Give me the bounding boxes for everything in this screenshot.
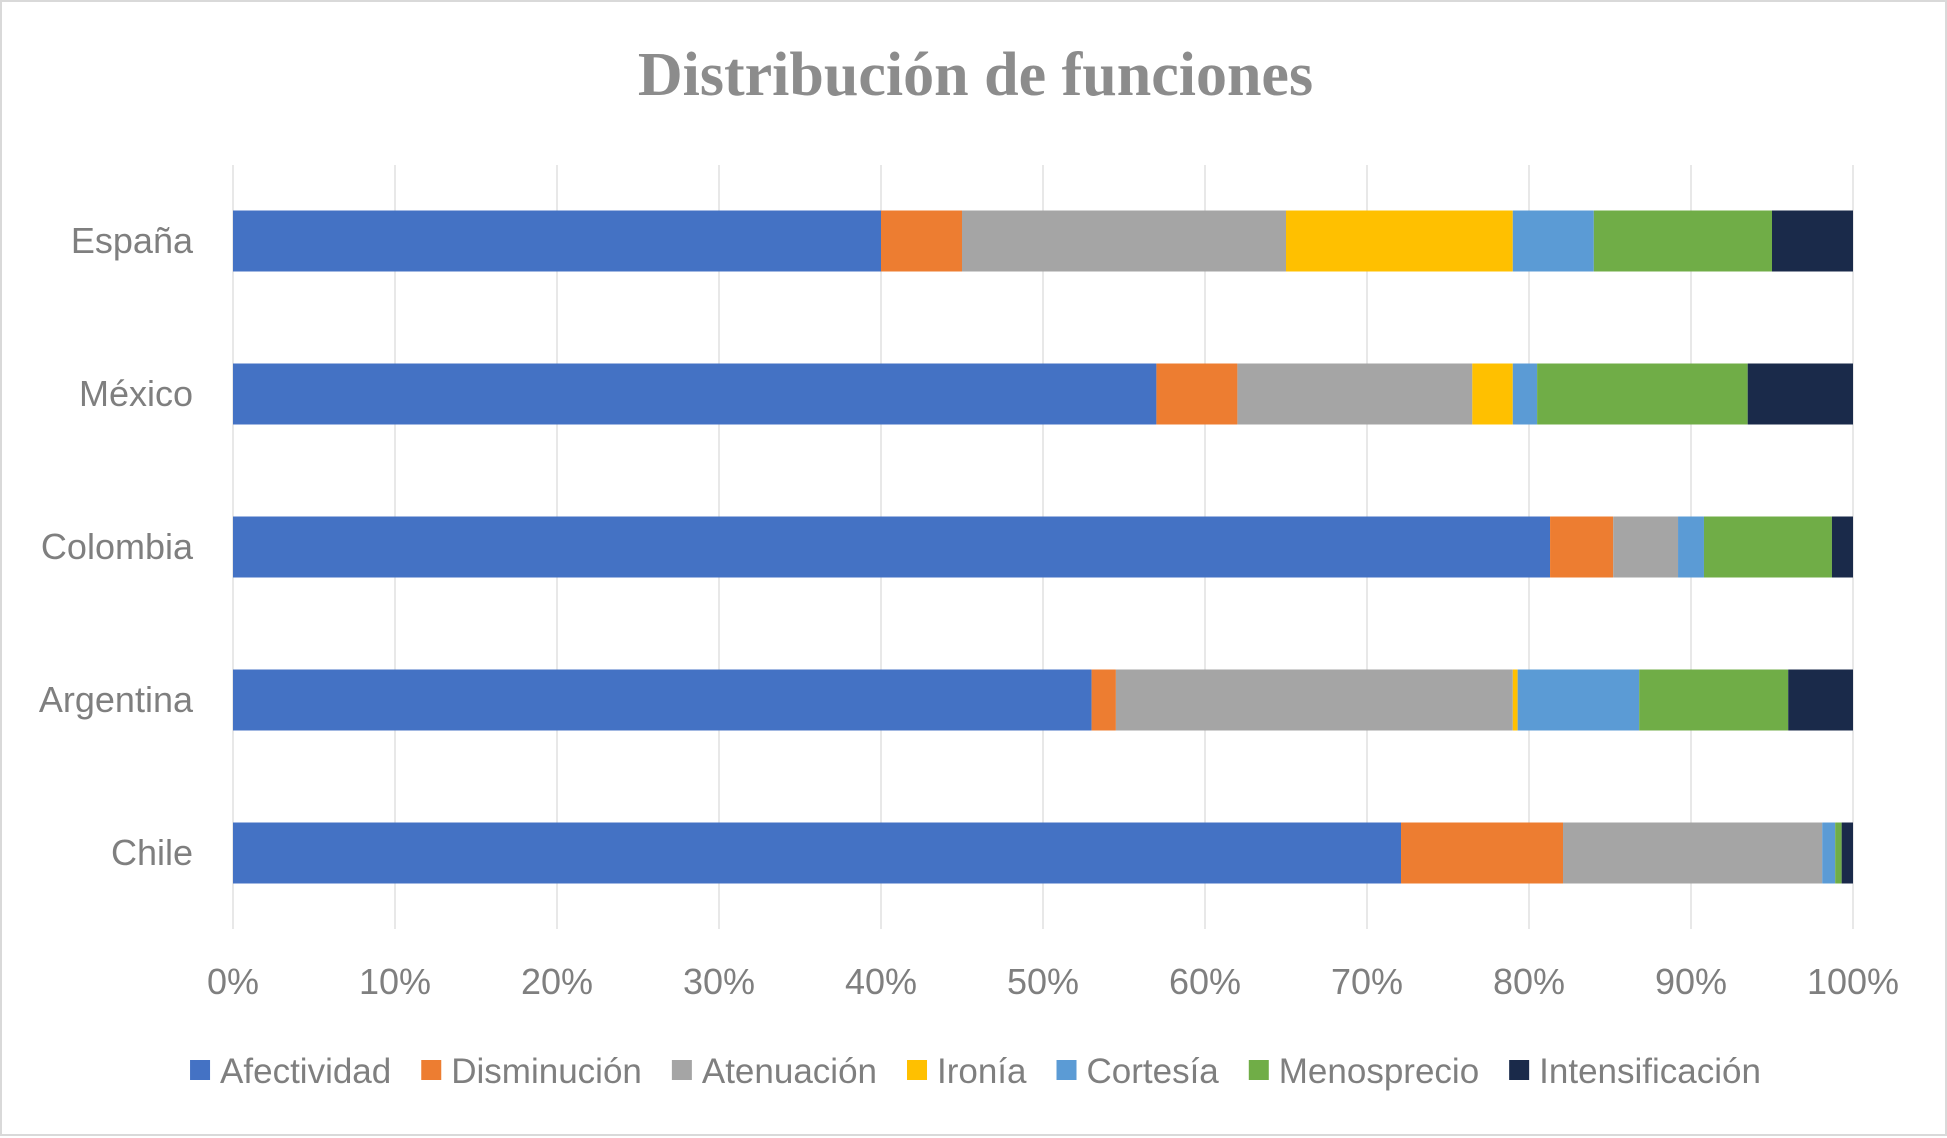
bar-segment — [1091, 669, 1116, 731]
x-tick-label: 90% — [1655, 961, 1727, 1002]
bar-segment — [1841, 822, 1853, 884]
x-tick-label: 10% — [359, 961, 431, 1002]
category-label: Colombia — [41, 526, 194, 567]
bar-segment — [233, 516, 1551, 578]
x-tick-label: 0% — [207, 961, 259, 1002]
bar-segment — [1401, 822, 1564, 884]
x-tick-label: 40% — [845, 961, 917, 1002]
x-tick-label: 30% — [683, 961, 755, 1002]
bar-segment — [233, 669, 1092, 731]
bar-segment — [881, 210, 962, 272]
bar-segment — [1517, 669, 1640, 731]
bar-segment — [1639, 669, 1789, 731]
legend: Afectividad Disminución Atenuación Ironía Co… — [190, 1052, 1761, 1091]
bar-segment — [1747, 363, 1853, 425]
bar-segment — [962, 210, 1286, 272]
bar-segment — [1115, 669, 1513, 731]
chart-title: Distribución de funciones — [637, 41, 1314, 109]
bar-segment — [1613, 516, 1679, 578]
bar-segment — [1772, 210, 1853, 272]
bar-segment — [233, 822, 1402, 884]
x-tick-label: 100% — [1807, 961, 1899, 1002]
legend-label: Afectividad — [220, 1052, 391, 1091]
legend-label: Intensificación — [1539, 1052, 1761, 1091]
legend-swatch — [190, 1060, 211, 1080]
legend-swatch — [1248, 1060, 1269, 1080]
legend-label: Disminución — [451, 1052, 642, 1091]
bars — [233, 210, 1853, 884]
bar-segment — [1593, 210, 1772, 272]
legend-swatch — [1056, 1060, 1077, 1080]
category-label: España — [71, 220, 194, 261]
bar-segment — [1678, 516, 1704, 578]
legend-label: Cortesía — [1087, 1052, 1220, 1091]
category-label: México — [79, 373, 193, 414]
bar-segment — [1537, 363, 1748, 425]
bar-segment — [1703, 516, 1832, 578]
bar-segment — [233, 210, 881, 272]
bar-segment — [233, 363, 1157, 425]
bar-segment — [1831, 516, 1853, 578]
bar-segment — [1512, 363, 1538, 425]
bar-segment — [1563, 822, 1823, 884]
legend-swatch — [421, 1060, 442, 1080]
legend-swatch — [1509, 1060, 1530, 1080]
x-tick-label: 50% — [1007, 961, 1079, 1002]
bar-segment — [1788, 669, 1853, 731]
bar-segment — [1286, 210, 1513, 272]
legend-swatch — [671, 1060, 692, 1080]
x-axis-tick-labels: 0% 10% 20% 30% 40% 50% 60% 70% 80% 90% 100% — [207, 961, 1899, 1002]
bar-segment — [1472, 363, 1513, 425]
legend-label: Atenuación — [702, 1052, 877, 1091]
category-label: Argentina — [39, 679, 194, 720]
bar-segment — [1512, 669, 1518, 731]
bar-segment — [1156, 363, 1238, 425]
category-labels: España México Colombia Argentina Chile — [39, 220, 194, 873]
bar-segment — [1822, 822, 1836, 884]
bar-segment — [1835, 822, 1842, 884]
category-label: Chile — [111, 832, 193, 873]
bar-segment — [1237, 363, 1473, 425]
bar-segment — [1512, 210, 1594, 272]
bar-segment — [1550, 516, 1614, 578]
x-tick-label: 20% — [521, 961, 593, 1002]
legend-label: Ironía — [937, 1052, 1027, 1091]
x-tick-label: 60% — [1169, 961, 1241, 1002]
legend-swatch — [907, 1060, 928, 1080]
x-tick-label: 70% — [1331, 961, 1403, 1002]
legend-label: Menosprecio — [1279, 1052, 1479, 1091]
x-tick-label: 80% — [1493, 961, 1565, 1002]
